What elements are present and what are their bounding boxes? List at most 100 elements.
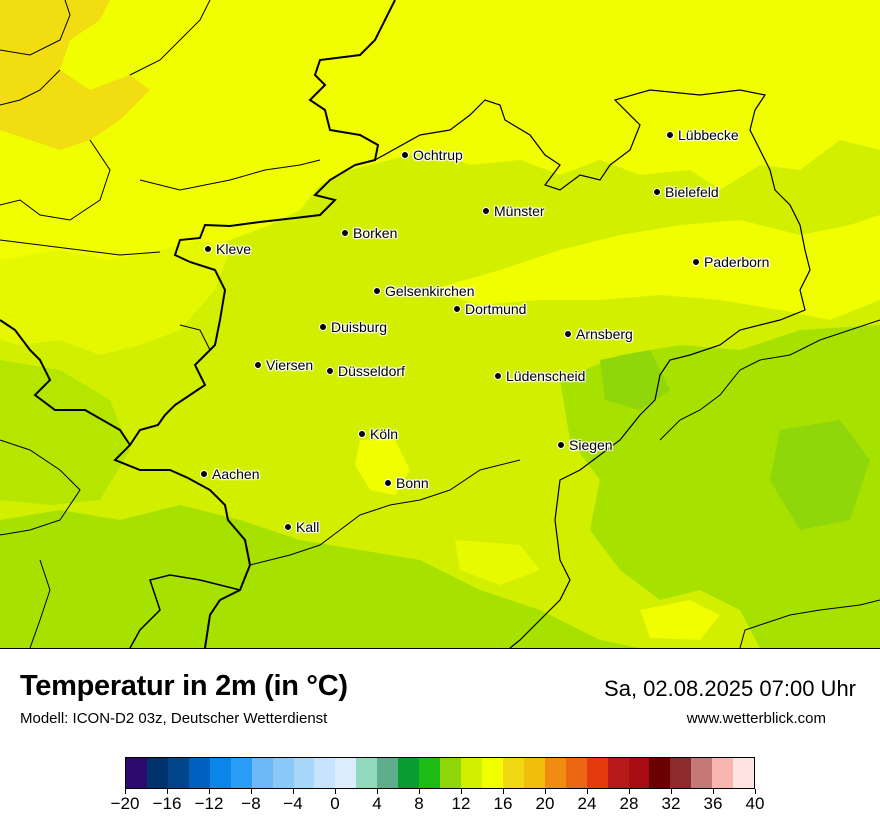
state-border-se (739, 599, 880, 648)
city-dot-icon (254, 361, 262, 369)
legend-tick-mark (503, 789, 504, 794)
city-dot-icon (564, 330, 572, 338)
legend-color-segment (377, 758, 399, 788)
city-dot-icon (666, 131, 674, 139)
temp-zone-east (430, 215, 880, 320)
legend-tick-label: 40 (745, 794, 765, 813)
legend-tick-mark (377, 789, 378, 794)
legend-color-segment (314, 758, 336, 788)
legend-tick-label: 8 (414, 794, 424, 813)
state-border-east (659, 319, 880, 441)
legend-color-segment (440, 758, 461, 788)
temperature-map: Lübbecke Ochtrup Bielefeld Münster Borke… (0, 0, 880, 649)
city-dot-icon (319, 323, 327, 331)
city-dot-icon (204, 245, 212, 253)
city-marker: Gelsenkirchen (373, 283, 475, 299)
temp-zone-west (0, 240, 230, 355)
city-label: Köln (370, 426, 399, 442)
border-nl-be (0, 319, 131, 446)
city-dot-icon (482, 207, 490, 215)
temp-patch-5 (600, 350, 670, 410)
legend-tick-label: 32 (661, 794, 681, 813)
legend-color-segment (335, 758, 357, 788)
legend-tick-label: −16 (152, 794, 182, 813)
city-dot-icon (326, 367, 334, 375)
legend-color-segment (586, 758, 608, 788)
legend-tick-mark (209, 789, 210, 794)
legend-color-segment (544, 758, 566, 788)
city-label: Gelsenkirchen (385, 283, 475, 299)
city-dot-icon (358, 430, 366, 438)
legend-color-segment (733, 758, 755, 788)
city-marker: Düsseldorf (326, 363, 405, 379)
temp-zone-north (0, 0, 880, 330)
legend-color-segment (293, 758, 315, 788)
city-dot-icon (692, 258, 700, 266)
legend-tick-label: 0 (330, 794, 340, 813)
temp-zone-southwest (0, 360, 130, 505)
legend-tick-label: −8 (241, 794, 261, 813)
color-legend-ticks: −20 −16 −12 −8 −4 0 4 8 12 16 20 24 28 32 36 40 (111, 789, 764, 816)
city-label: Düsseldorf (338, 363, 405, 379)
legend-tick-mark (713, 789, 714, 794)
city-label: Dortmund (465, 301, 527, 317)
city-marker: Duisburg (319, 319, 387, 335)
city-dot-icon (284, 523, 292, 531)
legend-tick-label: 36 (703, 794, 723, 813)
city-label: Kall (296, 519, 320, 535)
city-marker: Bonn (384, 475, 429, 491)
legend-tick-label: 16 (493, 794, 513, 813)
city-dot-icon (401, 151, 409, 159)
temp-zone-northwest (0, 0, 150, 150)
legend-tick-label: −4 (283, 794, 303, 813)
city-dot-icon (384, 479, 392, 487)
city-dot-icon (373, 287, 381, 295)
legend-tick-label: −20 (110, 794, 140, 813)
city-label: Borken (353, 225, 398, 241)
legend-color-segment (523, 758, 545, 788)
map-canvas (0, 0, 880, 648)
legend-color-segment (272, 758, 294, 788)
city-marker: Paderborn (692, 254, 769, 270)
state-border-nrw (374, 89, 811, 648)
color-legend (125, 757, 755, 789)
city-label: Lüdenscheid (506, 368, 586, 384)
city-dot-icon (453, 305, 461, 313)
city-label: Lübbecke (678, 127, 739, 143)
legend-tick-label: 4 (372, 794, 382, 813)
city-dot-icon (341, 229, 349, 237)
city-label: Kleve (216, 241, 252, 257)
legend-tick-mark (545, 789, 546, 794)
legend-color-segment (649, 758, 671, 788)
website-link[interactable]: www.wetterblick.com (686, 710, 826, 727)
border-south (129, 574, 241, 648)
city-label: Aachen (212, 466, 260, 482)
legend-color-segment (712, 758, 734, 788)
map-title: Temperatur in 2m (in °C) (20, 670, 348, 702)
city-dot-icon (494, 372, 502, 380)
temp-patch-4 (770, 420, 870, 530)
city-marker: Ochtrup (401, 147, 463, 163)
city-label: Siegen (569, 437, 613, 453)
legend-tick-label: 12 (451, 794, 471, 813)
city-dot-icon (653, 188, 661, 196)
province-borders-nl (0, 0, 321, 648)
legend-color-segment (398, 758, 420, 788)
legend-tick-mark (671, 789, 672, 794)
legend-tick-mark (251, 789, 252, 794)
legend-color-segment (481, 758, 503, 788)
city-marker: Dortmund (453, 301, 526, 317)
legend-tick-mark (293, 789, 294, 794)
forecast-datetime: Sa, 02.08.2025 07:00 Uhr (604, 676, 856, 701)
legend-tick-label: −12 (194, 794, 224, 813)
city-label: Bielefeld (665, 184, 719, 200)
city-marker: Münster (482, 203, 545, 219)
city-marker: Viersen (254, 357, 313, 373)
national-border (113, 0, 396, 648)
city-marker: Borken (341, 225, 397, 241)
legend-tick-mark (419, 789, 420, 794)
legend-color-segment (209, 758, 231, 788)
legend-tick-mark (461, 789, 462, 794)
city-marker: Siegen (557, 437, 613, 453)
legend-color-segment (188, 758, 210, 788)
